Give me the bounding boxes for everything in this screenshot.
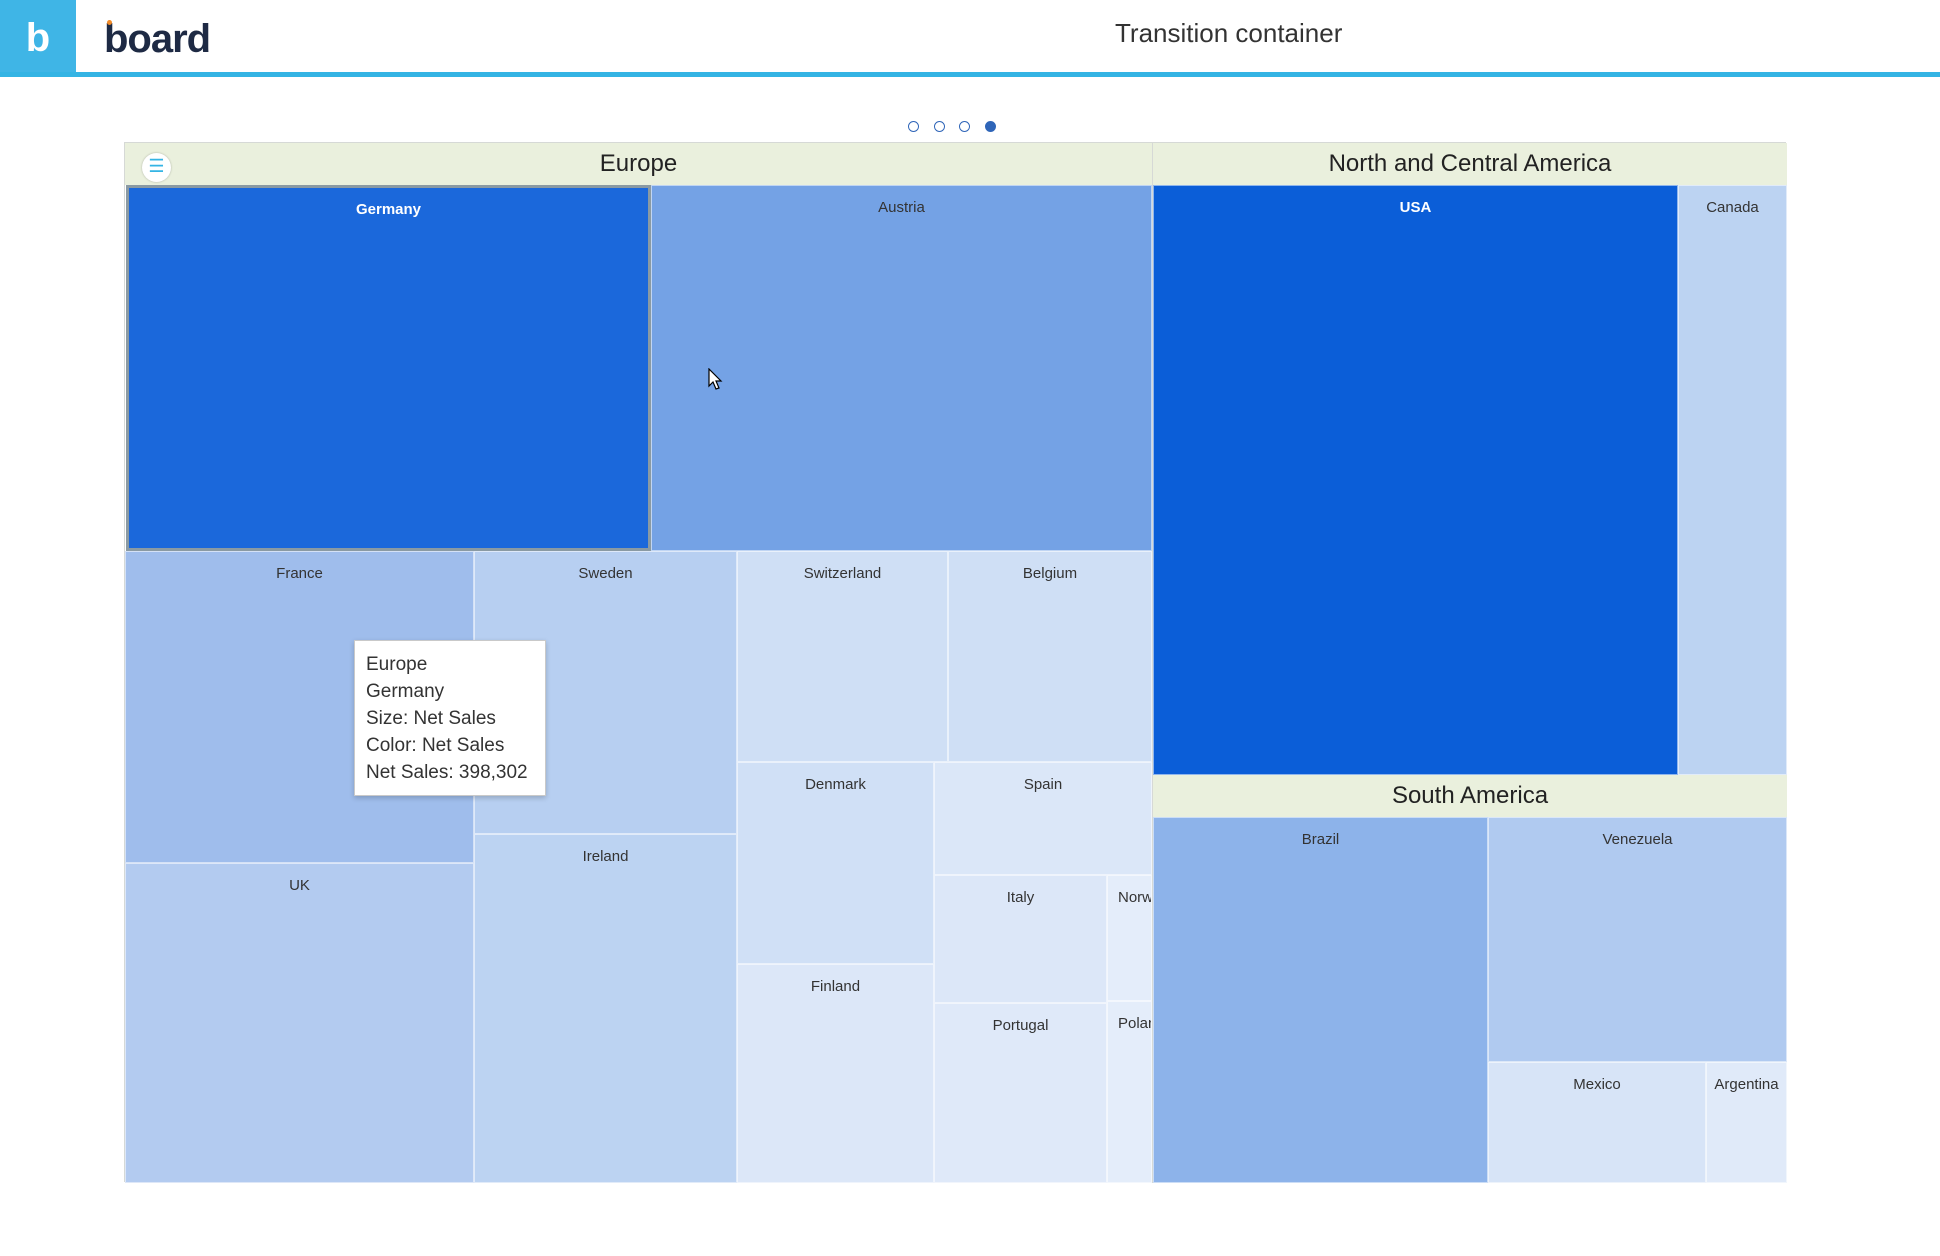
page-title: Transition container (1115, 18, 1343, 48)
treemap-cell-label: Belgium (1022, 565, 1078, 582)
treemap-cell-argentina[interactable]: Argentina (1706, 1062, 1787, 1183)
treemap-cell-usa[interactable]: USA (1153, 185, 1678, 775)
treemap-cell-ireland[interactable]: Ireland (474, 834, 737, 1183)
treemap-cell-switzerland[interactable]: Switzerland (737, 551, 948, 762)
board-logo-icon: b (25, 16, 51, 60)
brand-logo: board (104, 17, 211, 61)
treemap-cell-label: Argentina (1714, 1076, 1779, 1093)
brand-logo-dot (107, 20, 112, 25)
top-bar (0, 0, 1940, 72)
treemap-cell-germany[interactable]: Germany (126, 185, 651, 551)
treemap-cell-mexico[interactable]: Mexico (1488, 1062, 1706, 1183)
treemap-cell-label: Sweden (578, 565, 633, 582)
treemap-cell-label: Brazil (1301, 831, 1340, 848)
treemap-cell-label: UK (289, 877, 310, 894)
group-divider (1152, 143, 1153, 1183)
tooltip-line: Color: Net Sales (366, 735, 505, 756)
treemap-cell-label: Ireland (582, 848, 629, 865)
treemap-cell-uk[interactable]: UK (125, 863, 474, 1183)
tooltip-line: Net Sales: 398,302 (366, 762, 528, 783)
pager-dot-2[interactable] (934, 121, 945, 132)
treemap-cell-label: Spain (1023, 776, 1063, 793)
group-header-south-america: South America (1153, 775, 1787, 817)
menu-icon: ☰ (148, 156, 165, 176)
treemap-cell-venezuela[interactable]: Venezuela (1488, 817, 1787, 1062)
treemap-cell-portugal[interactable]: Portugal (934, 1003, 1107, 1183)
pager-dot-4[interactable] (985, 121, 996, 132)
group-header-europe: Europe (125, 143, 1152, 185)
treemap-cell-label: France (276, 565, 323, 582)
treemap-cell-label: Italy (1006, 889, 1035, 906)
pager-dot-1[interactable] (908, 121, 919, 132)
treemap-cell-label: Switzerland (803, 565, 882, 582)
treemap-cell-finland[interactable]: Finland (737, 964, 934, 1183)
group-header-north-central-america: North and Central America (1153, 143, 1787, 185)
treemap-cell-label: Austria (878, 199, 925, 216)
treemap-cell-polan[interactable]: Polan (1107, 1001, 1152, 1183)
treemap-cell-spain[interactable]: Spain (934, 762, 1152, 875)
treemap-cell-italy[interactable]: Italy (934, 875, 1107, 1003)
treemap-cell-denmark[interactable]: Denmark (737, 762, 934, 964)
tooltip-line: Size: Net Sales (366, 708, 496, 729)
treemap-cell-label: Portugal (992, 1017, 1049, 1034)
treemap-cell-austria[interactable]: Austria (651, 185, 1152, 551)
treemap-cell-label: Canada (1706, 199, 1759, 216)
tooltip-line: Germany (366, 681, 445, 702)
treemap-cell-label: Mexico (1573, 1076, 1621, 1093)
treemap-cell-canada[interactable]: Canada (1678, 185, 1787, 775)
treemap-cell-norwa[interactable]: Norwa (1107, 875, 1152, 1001)
app-logo-button[interactable]: b (0, 0, 76, 77)
treemap-cell-label: Germany (355, 201, 422, 218)
treemap-cell-brazil[interactable]: Brazil (1153, 817, 1488, 1183)
pager-dot-3[interactable] (959, 121, 970, 132)
tooltip-line: Europe (366, 654, 428, 675)
treemap-cell-label: Finland (810, 978, 861, 995)
treemap-chart: Germany Austria France Sweden Switzerland Bel… (124, 142, 1787, 1183)
treemap-cell-label: Norwa (1118, 889, 1152, 906)
top-bar-accent-line (0, 72, 1940, 77)
chart-tooltip: Europe Germany Size: Net Sales Color: Net S… (354, 640, 546, 796)
treemap-cell-label: Venezuela (1602, 831, 1673, 848)
treemap-cell-label: USA (1399, 199, 1432, 216)
treemap-cell-belgium[interactable]: Belgium (948, 551, 1152, 762)
chart-menu-button[interactable]: ☰ (142, 153, 171, 182)
treemap-cell-label: Polan (1118, 1015, 1151, 1032)
mouse-cursor-icon (708, 368, 723, 390)
treemap-cell-label: Denmark (805, 776, 866, 793)
